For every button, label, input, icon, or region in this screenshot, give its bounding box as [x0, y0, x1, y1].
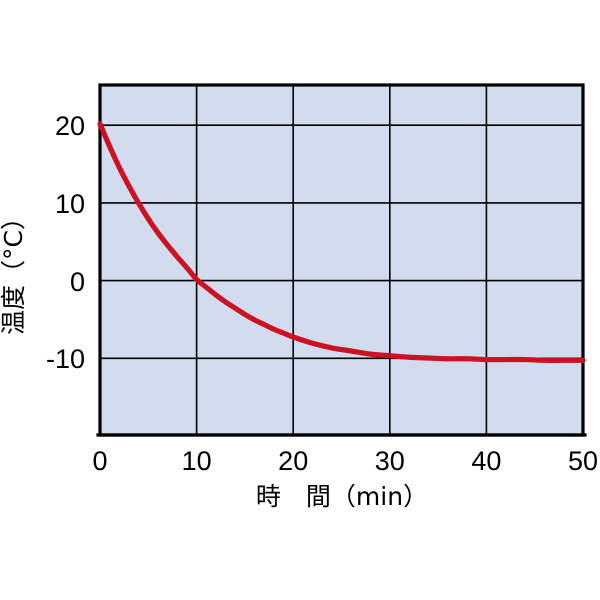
temperature-curve: [97, 121, 586, 363]
y-axis-title: 温度（°C）: [0, 205, 28, 335]
x-tick-labels: 0 10 20 30 40 50: [92, 446, 598, 476]
x-axis-title: 時 間（min）: [256, 482, 428, 511]
y-tick-label-0: 0: [70, 267, 85, 297]
x-tick-label-30: 30: [375, 446, 405, 476]
y-tick-label-minus10: -10: [46, 344, 85, 374]
y-tick-labels: 20 10 0 -10: [46, 111, 85, 374]
x-tick-label-40: 40: [471, 446, 501, 476]
y-tick-label-10: 10: [55, 189, 85, 219]
x-tick-label-0: 0: [92, 446, 107, 476]
plot-background: [100, 85, 583, 435]
x-tick-label-10: 10: [182, 446, 212, 476]
vertical-gridlines: [195, 85, 488, 435]
x-tick-label-50: 50: [568, 446, 598, 476]
x-tick-label-20: 20: [278, 446, 308, 476]
y-tick-label-20: 20: [55, 111, 85, 141]
